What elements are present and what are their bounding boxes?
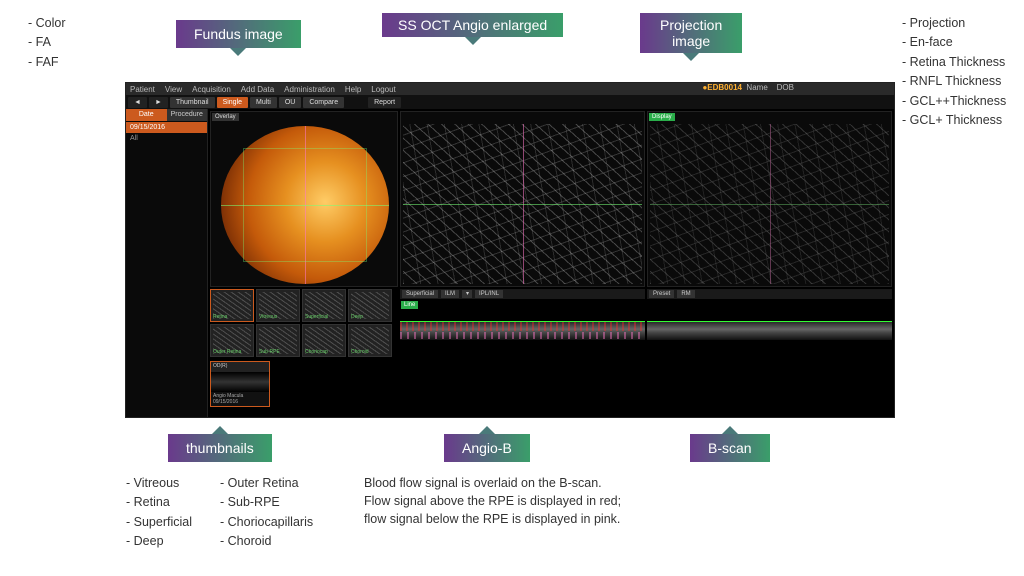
nav-back-button[interactable]: ◄: [128, 97, 147, 108]
tag-bscan: B-scan: [690, 434, 770, 462]
line-chip[interactable]: Line: [401, 301, 418, 309]
tab-date[interactable]: Date: [126, 109, 167, 121]
thumb-outer-retina[interactable]: Outer Retina: [210, 324, 254, 357]
thumb-choriocap[interactable]: Choriocap: [302, 324, 346, 357]
report-button[interactable]: Report: [368, 97, 401, 108]
tag-thumbnails: thumbnails: [168, 434, 272, 462]
rm-select[interactable]: RM: [677, 290, 694, 298]
projection-image[interactable]: [650, 124, 889, 284]
projection-modes-list: Projection En-face Retina Thickness RNFL…: [902, 14, 1006, 130]
thumbnail-grid: Retina Vitreous Superficial Deep Outer R…: [210, 289, 398, 359]
thumb-retina[interactable]: Retina: [210, 289, 254, 322]
single-button[interactable]: Single: [217, 97, 248, 108]
menu-view[interactable]: View: [165, 85, 182, 94]
side-all-item[interactable]: All: [126, 133, 207, 144]
tag-fundus: Fundus image: [176, 20, 301, 48]
menu-patient[interactable]: Patient: [130, 85, 155, 94]
crosshair-h[interactable]: [221, 205, 389, 206]
app-screenshot: Patient View Acquisition Add Data Admini…: [125, 82, 895, 418]
menu-logout[interactable]: Logout: [371, 85, 395, 94]
menu-help[interactable]: Help: [345, 85, 361, 94]
display-chip[interactable]: Display: [649, 113, 675, 121]
preset-select[interactable]: Preset: [649, 290, 674, 298]
side-panel: Date Procedure 09/15/2016 All: [126, 109, 208, 417]
thumb-deep[interactable]: Deep: [348, 289, 392, 322]
tab-procedure[interactable]: Procedure: [167, 109, 208, 121]
patient-info: ●EDB0014 Name DOB: [702, 83, 794, 92]
layer-select[interactable]: Superficial: [402, 290, 438, 298]
tag-projection: Projectionimage: [640, 13, 742, 53]
crosshair-h[interactable]: [650, 204, 889, 205]
bscan-image[interactable]: [647, 300, 892, 359]
menu-acquisition[interactable]: Acquisition: [192, 85, 231, 94]
nav-fwd-button[interactable]: ►: [149, 97, 168, 108]
thumbnail-button[interactable]: Thumbnail: [170, 97, 215, 108]
to-select[interactable]: IPL/INL: [475, 290, 503, 298]
overlay-chip[interactable]: Overlay: [212, 113, 239, 121]
tag-angio-enlarged: SS OCT Angio enlarged: [382, 13, 563, 37]
thumb-superficial[interactable]: Superficial: [302, 289, 346, 322]
toolbar: ◄ ► Thumbnail Single Multi OU Compare Re…: [126, 95, 894, 109]
scan-strip[interactable]: OD(R) Angio Macula09/15/2016: [210, 361, 270, 407]
menu-bar: Patient View Acquisition Add Data Admini…: [126, 83, 894, 95]
projection-panel: Display: [647, 111, 892, 287]
thumb-sub-rpe[interactable]: Sub-RPE: [256, 324, 300, 357]
from-select[interactable]: ILM: [441, 290, 459, 298]
bscan-panel: Preset RM: [647, 289, 892, 359]
angio-b-description: Blood flow signal is overlaid on the B-s…: [364, 474, 674, 528]
angio-b-panel: Superficial ILM ▾ IPL/INL Line: [400, 289, 645, 359]
side-date-item[interactable]: 09/15/2016: [126, 122, 207, 133]
fundus-image[interactable]: [221, 126, 389, 284]
fundus-panel: Overlay: [210, 111, 398, 287]
thumb-choroid[interactable]: Choroid: [348, 324, 392, 357]
crosshair-h[interactable]: [403, 204, 642, 205]
thumb-vitreous[interactable]: Vitreous: [256, 289, 300, 322]
crosshair-v[interactable]: [305, 126, 306, 284]
menu-administration[interactable]: Administration: [284, 85, 335, 94]
fundus-modes-list: Color FA FAF: [28, 14, 66, 72]
menu-add-data[interactable]: Add Data: [241, 85, 274, 94]
tag-angio-b: Angio-B: [444, 434, 530, 462]
compare-button[interactable]: Compare: [303, 97, 344, 108]
ou-button[interactable]: OU: [279, 97, 302, 108]
angio-b-image[interactable]: Line: [400, 300, 645, 359]
multi-button[interactable]: Multi: [250, 97, 277, 108]
thumbnail-layers-list: Vitreous Retina Superficial Deep Outer R…: [126, 474, 313, 552]
angio-image[interactable]: [403, 124, 642, 284]
angio-panel: [400, 111, 645, 287]
